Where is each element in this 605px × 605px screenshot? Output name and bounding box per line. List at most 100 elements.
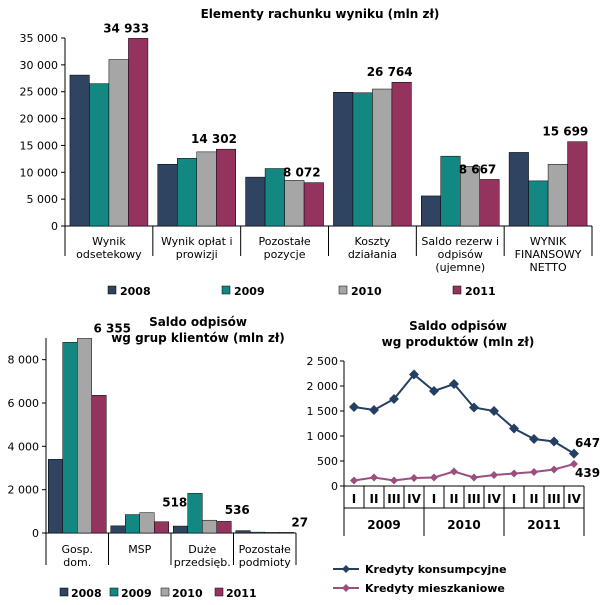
top-bar-2008 (245, 176, 266, 227)
right-point-marker (469, 402, 479, 413)
right-point-marker (409, 369, 419, 380)
left-chart-title: wg grup klientów (mln zł) (111, 331, 285, 345)
left-data-label: 536 (225, 503, 250, 517)
right-y-tick-label: 1 000 (307, 430, 339, 443)
right-legend-marker (342, 565, 350, 573)
left-bar-2010 (139, 512, 155, 534)
top-category-label: odpisów (438, 248, 483, 261)
right-year-label: 2009 (367, 518, 400, 532)
top-bar-2009 (352, 92, 373, 227)
top-data-label: 26 764 (367, 65, 413, 79)
right-quarter-label: III (467, 492, 480, 506)
right-year-label: 2010 (447, 518, 480, 532)
top-y-tick-label: 20 000 (20, 113, 59, 126)
right-quarter-label: III (547, 492, 560, 506)
top-bar-2011 (391, 81, 412, 227)
top-data-label: 8 667 (459, 162, 497, 176)
left-bar-2010 (202, 519, 217, 534)
right-end-label-mortgage: 439 (575, 466, 600, 480)
top-bar-2010 (547, 163, 568, 227)
top-legend-swatch (221, 285, 231, 295)
right-point-marker (489, 406, 499, 416)
right-point-marker (450, 467, 458, 476)
left-bar-2010 (77, 338, 92, 534)
top-legend-label: 2008 (120, 285, 151, 298)
left-legend-label: 2010 (172, 587, 203, 600)
top-bar-2010 (108, 59, 129, 227)
right-line-consumer (353, 373, 575, 455)
top-legend-swatch (107, 285, 117, 295)
top-data-label: 15 699 (542, 125, 588, 139)
right-point-marker (390, 476, 398, 485)
top-y-tick-label: 35 000 (20, 32, 59, 45)
top-bar-2011 (303, 182, 324, 227)
left-bar-2010 (264, 532, 280, 534)
right-chart-title: Saldo odpisów (409, 319, 507, 333)
left-bar-2011 (154, 521, 169, 534)
right-y-tick-label: 0 (331, 480, 338, 493)
right-point-marker (430, 473, 438, 482)
right-y-tick-label: 500 (317, 455, 338, 468)
top-y-tick-label: 5 000 (27, 193, 59, 206)
top-bar-2008 (69, 74, 90, 227)
right-year-label: 2011 (527, 518, 560, 532)
right-point-marker (570, 460, 578, 469)
top-legend-label: 2009 (234, 285, 265, 298)
left-category-label: Duże (188, 543, 216, 556)
left-bar-2008 (235, 530, 251, 534)
left-y-tick-label: 4 000 (8, 440, 40, 453)
top-bar-2011 (479, 179, 500, 227)
left-bar-2011 (91, 395, 107, 534)
top-legend-swatch (338, 285, 348, 295)
top-y-tick-label: 25 000 (20, 86, 59, 99)
left-data-label: 6 355 (93, 321, 131, 335)
right-point-marker (510, 469, 518, 478)
left-data-label: 518 (162, 496, 187, 510)
top-legend-label: 2010 (351, 285, 382, 298)
top-data-label: 8 072 (283, 166, 321, 180)
right-legend-label: Kredyty mieszkaniowe (365, 582, 505, 595)
top-y-tick-label: 0 (51, 220, 58, 233)
top-bar-2008 (333, 92, 354, 227)
right-point-marker (429, 386, 439, 396)
top-category-label: FINANSOWY (515, 248, 582, 261)
top-category-label: Saldo rezerw i (421, 235, 499, 248)
top-legend-label: 2011 (465, 285, 496, 298)
right-y-tick-label: 2 500 (307, 355, 339, 368)
top-bar-2008 (157, 163, 178, 227)
top-category-label: Koszty (355, 235, 391, 248)
right-point-marker (569, 448, 579, 459)
top-bar-2008 (508, 152, 529, 227)
right-quarter-label: II (530, 492, 539, 506)
right-point-marker (529, 434, 539, 444)
right-quarter-label: III (387, 492, 400, 506)
left-bar-2008 (110, 525, 126, 534)
right-quarter-label: I (352, 492, 356, 506)
left-category-label: podmioty (239, 556, 292, 569)
right-y-tick-label: 1 500 (307, 405, 339, 418)
top-bar-2009 (89, 83, 110, 227)
left-y-tick-label: 8 000 (8, 354, 40, 367)
top-bar-2011 (567, 141, 588, 227)
left-y-tick-label: 6 000 (8, 397, 40, 410)
top-category-label: (ujemne) (435, 261, 485, 274)
left-bar-2009 (125, 514, 140, 534)
top-category-label: pozycje (264, 248, 306, 261)
right-quarter-label: I (432, 492, 436, 506)
top-category-label: Wynik (92, 235, 126, 248)
top-bar-2010 (372, 88, 393, 227)
right-quarter-label: II (450, 492, 459, 506)
left-category-label: przedsięb. (174, 556, 231, 569)
top-bar-2009 (440, 155, 461, 227)
top-category-label: odsetekowy (76, 248, 142, 261)
left-category-label: Gosp. (62, 543, 93, 556)
right-point-marker (349, 402, 359, 412)
left-bar-2009 (62, 342, 78, 534)
right-point-marker (350, 476, 358, 485)
top-bar-2011 (216, 148, 236, 227)
left-y-tick-label: 2 000 (8, 484, 40, 497)
left-category-label: dom. (63, 556, 91, 569)
right-point-marker (449, 379, 459, 389)
right-point-marker (549, 436, 559, 447)
